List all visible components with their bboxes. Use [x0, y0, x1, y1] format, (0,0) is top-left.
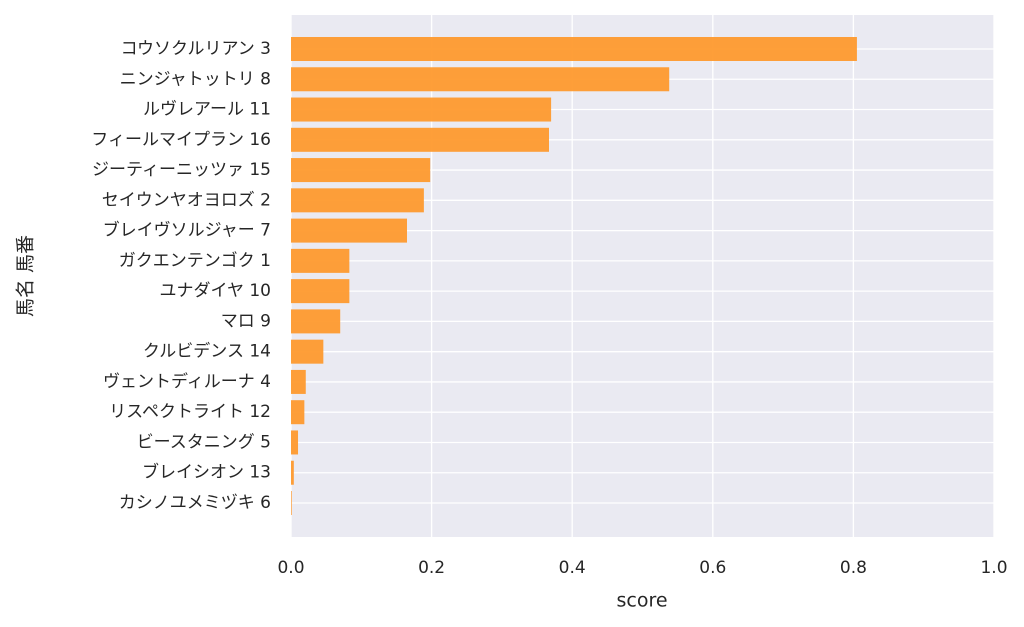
bar	[291, 248, 350, 273]
x-tick-label: 0.6	[699, 558, 726, 578]
bar	[291, 491, 292, 515]
bar	[291, 400, 305, 425]
bar	[291, 37, 857, 61]
x-tick-label: 0.8	[840, 558, 867, 578]
y-axis-label: 馬名 馬番	[15, 235, 37, 317]
y-tick-label: ニンジャトットリ 8	[120, 69, 271, 89]
bar	[291, 97, 552, 122]
x-tick-label: 0.2	[418, 558, 445, 578]
y-tick-label: ルヴレアール 11	[143, 100, 271, 120]
y-tick-label: ユナダイヤ 10	[159, 281, 271, 301]
bar	[291, 339, 324, 364]
x-tick-label: 0.0	[277, 558, 304, 578]
y-tick-label: フィールマイプラン 16	[91, 130, 271, 150]
bar	[291, 127, 550, 152]
x-tick-label: 1.0	[980, 558, 1007, 578]
bar	[291, 430, 299, 455]
y-tick-label: ガクエンテンゴク 1	[119, 250, 271, 271]
x-axis-label: score	[616, 590, 667, 612]
bar	[291, 309, 341, 334]
y-tick-label: カシノユメミヅキ 6	[119, 493, 271, 513]
plot-area	[291, 15, 994, 537]
bar	[291, 460, 294, 485]
bar	[291, 67, 670, 92]
y-tick-label: ジーティーニッツァ 15	[92, 160, 271, 180]
y-tick-label: コウソクルリアン 3	[121, 39, 271, 59]
bar	[291, 279, 350, 304]
y-tick-label: リスペクトライト 12	[109, 402, 271, 422]
y-tick-label: ブレイヴソルジャー 7	[103, 220, 271, 241]
bar	[291, 218, 407, 243]
y-tick-label: マロ 9	[221, 311, 271, 331]
y-tick-label: ヴェントディルーナ 4	[103, 371, 271, 392]
y-tick-label: ブレイシオン 13	[142, 462, 271, 483]
bar	[291, 158, 431, 183]
y-tick-label: ビースタニング 5	[137, 432, 271, 452]
y-tick-label: クルビデンス 14	[143, 341, 271, 362]
x-tick-label: 0.4	[559, 558, 586, 578]
bar	[291, 369, 306, 394]
y-tick-label: セイウンヤオヨロズ 2	[102, 190, 271, 210]
bar	[291, 188, 424, 213]
